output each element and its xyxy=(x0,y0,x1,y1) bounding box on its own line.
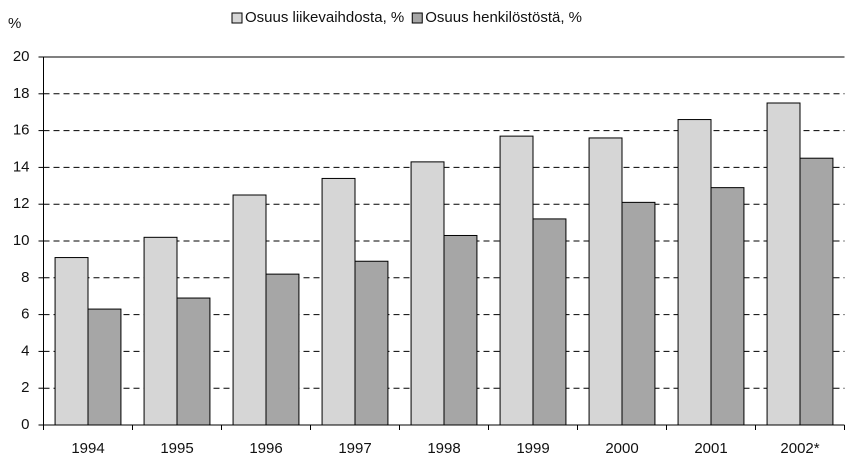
x-tick-label: 1994 xyxy=(71,440,104,457)
y-tick-label: 0 xyxy=(21,416,29,433)
x-tick-label: 2000 xyxy=(605,440,638,457)
x-tick-label: 1996 xyxy=(249,440,282,457)
bar xyxy=(176,297,211,426)
bar xyxy=(232,194,267,426)
bar xyxy=(410,161,445,426)
bar xyxy=(532,218,567,426)
legend-swatch xyxy=(231,12,243,24)
y-axis-label: % xyxy=(8,15,21,32)
y-tick-label: 18 xyxy=(13,85,30,102)
bar xyxy=(677,119,712,426)
y-tick-label: 12 xyxy=(13,195,30,212)
x-tick-label: 1999 xyxy=(516,440,549,457)
bar xyxy=(766,102,801,426)
y-tick-label: 20 xyxy=(13,48,30,65)
y-tick-label: 6 xyxy=(21,306,29,323)
legend-label: Osuus liikevaihdosta, % xyxy=(245,9,404,26)
bar xyxy=(443,234,478,426)
y-tick-label: 8 xyxy=(21,269,29,286)
bar xyxy=(588,137,623,426)
x-tick-label: 2002* xyxy=(780,440,819,457)
y-tick-label: 14 xyxy=(13,158,30,175)
bar xyxy=(621,201,656,426)
x-tick-label: 2001 xyxy=(694,440,727,457)
bar xyxy=(710,187,745,426)
legend-label: Osuus henkilöstöstä, % xyxy=(425,9,582,26)
x-tick-label: 1998 xyxy=(427,440,460,457)
y-tick-label: 10 xyxy=(13,232,30,249)
bar xyxy=(265,273,300,426)
bar xyxy=(321,177,356,426)
bar xyxy=(87,308,122,426)
x-tick-label: 1997 xyxy=(338,440,371,457)
y-tick-label: 2 xyxy=(21,379,29,396)
y-tick-label: 16 xyxy=(13,122,30,139)
y-tick-label: 4 xyxy=(21,342,29,359)
bar xyxy=(499,135,534,426)
bar xyxy=(143,236,178,426)
x-tick-label: 1995 xyxy=(160,440,193,457)
bar xyxy=(354,260,389,426)
legend-swatch xyxy=(411,12,423,24)
bar xyxy=(799,157,834,426)
bar xyxy=(54,257,89,426)
